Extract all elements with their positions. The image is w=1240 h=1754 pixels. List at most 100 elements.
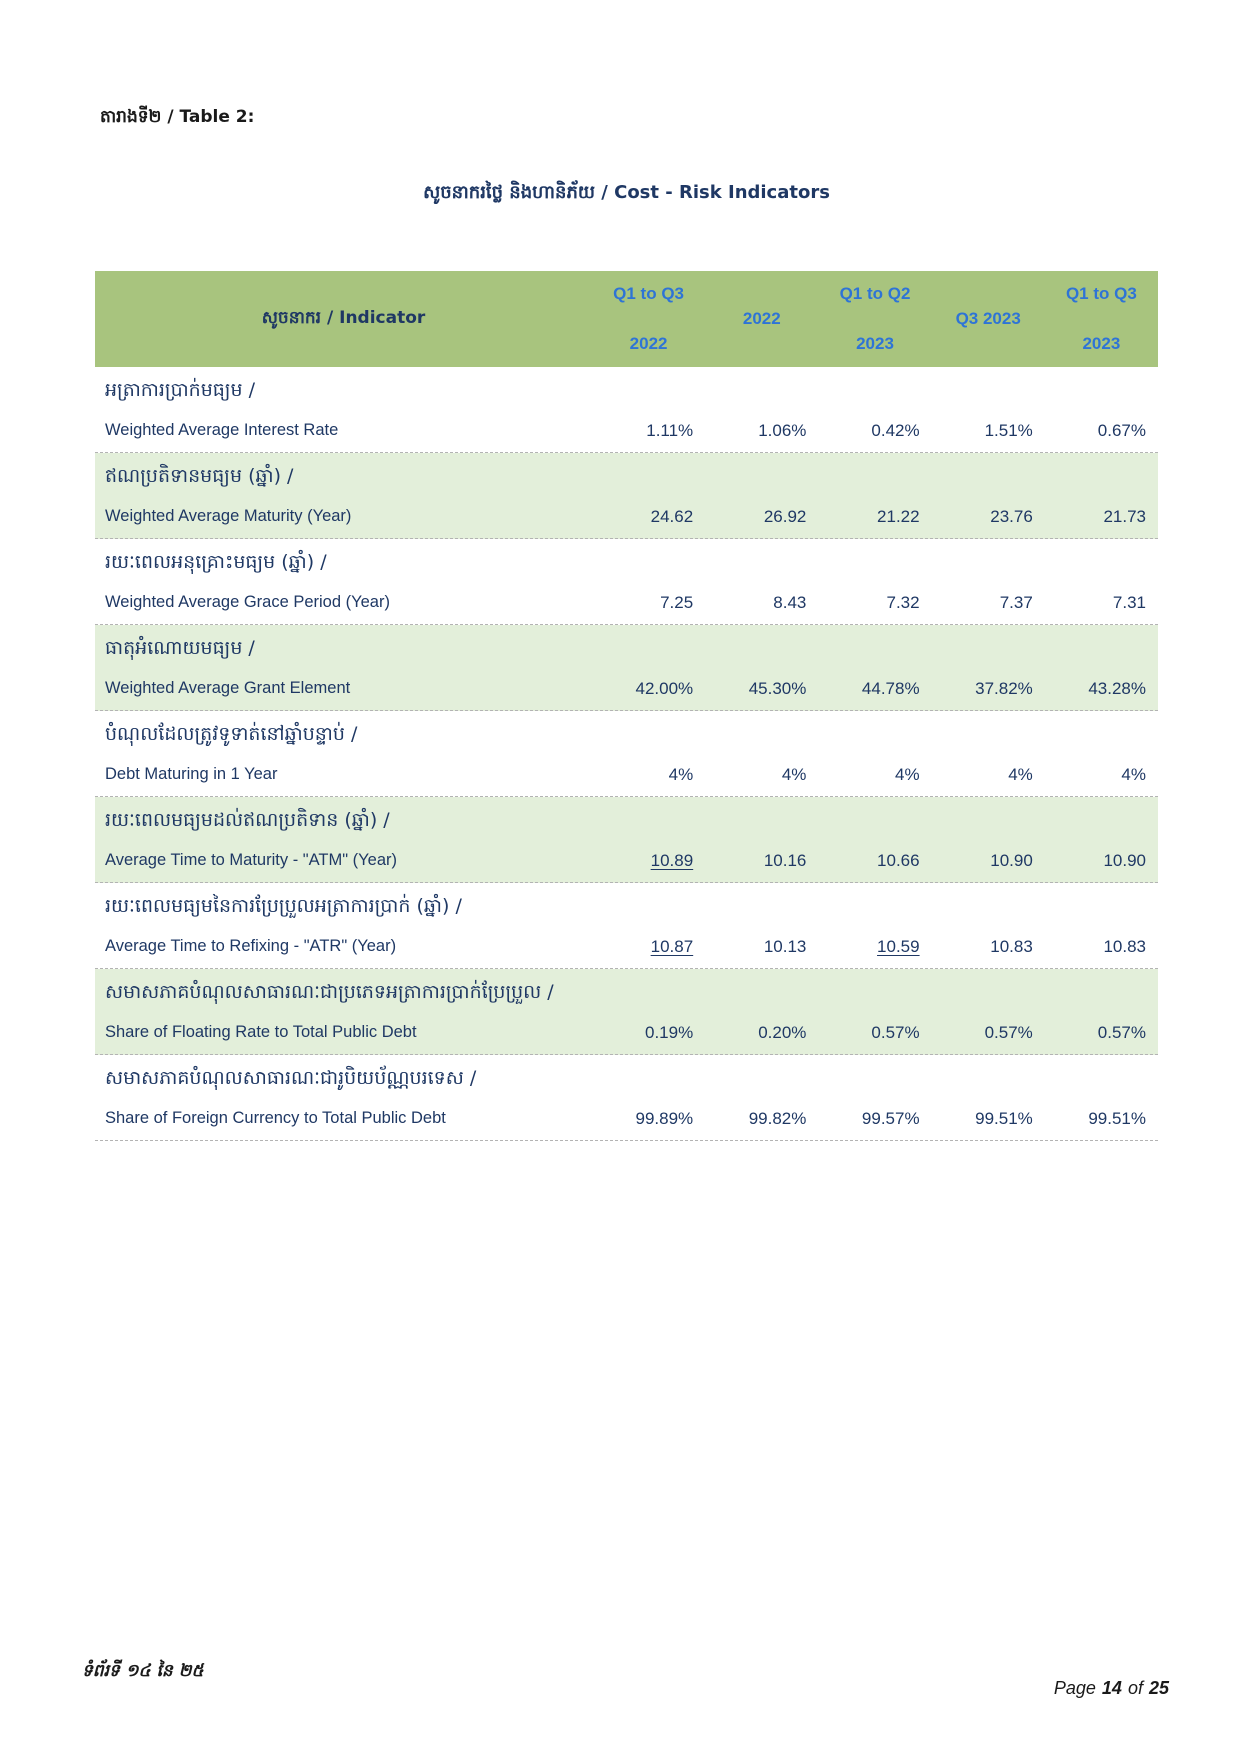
value-text: 99.51% [975, 1109, 1033, 1128]
value-text: 42.00% [635, 679, 694, 698]
value-text: 10.90 [1103, 851, 1146, 870]
value-cell: 7.31 [1045, 581, 1158, 617]
value-text: 99.82% [748, 1109, 807, 1128]
value-cell: 45.30% [705, 667, 818, 703]
value-text: 10.89 [650, 851, 694, 870]
value-cell: 10.90 [1045, 839, 1158, 875]
value-cell: 4% [592, 753, 705, 789]
column-header-q1q3-2022: Q1 to Q3 2022 [592, 271, 705, 367]
value-cell: 4% [932, 753, 1045, 789]
value-cell: 7.37 [932, 581, 1045, 617]
indicator-khmer-label: ឥណប្រតិទានមធ្យម (ឆ្នាំ) / [105, 465, 294, 487]
footer-khmer-page-number: ទំព័រទី ១៤ នៃ ២៥ [82, 1661, 204, 1681]
value-text: 21.73 [1103, 507, 1146, 526]
value-text: 0.42% [871, 421, 920, 440]
value-cell: 37.82% [932, 667, 1045, 703]
value-text: 99.89% [635, 1109, 694, 1128]
table-number-label: តារាងទី២ / Table 2: [100, 107, 255, 127]
footer-of-word: of [1127, 1678, 1143, 1698]
value-text: 0.57% [871, 1023, 920, 1042]
value-cell: 7.32 [818, 581, 931, 617]
column-header-line: Q3 2023 [955, 309, 1021, 328]
column-header-line: Q1 to Q2 [839, 284, 911, 303]
table-header-row: សូចនាករ / Indicator Q1 to Q3 2022 2022 Q… [95, 271, 1158, 367]
value-text: 4% [895, 765, 920, 784]
value-cell: 10.90 [932, 839, 1045, 875]
footer-total-pages: 25 [1148, 1678, 1169, 1698]
table-row: ធាតុអំណោយមធ្យម / Weighted Average Grant E… [95, 625, 1158, 711]
value-text: 1.51% [984, 421, 1033, 440]
table-row: បំណុលដែលត្រូវទូទាត់នៅឆ្នាំបន្ទាប់ / Debt … [95, 711, 1158, 797]
footer-page-value: 14 [1101, 1678, 1122, 1698]
column-header-line: 2022 [629, 334, 668, 353]
value-text: 0.20% [758, 1023, 807, 1042]
value-cell: 26.92 [705, 495, 818, 531]
indicator-khmer-label: រយៈពេលមធ្យមនៃការប្រែប្រួលអត្រាការប្រាក់ … [105, 895, 462, 917]
value-cell: 4% [1045, 753, 1158, 789]
value-cell: 0.57% [1045, 1011, 1158, 1047]
value-text: 4% [781, 765, 807, 784]
value-text: 99.57% [861, 1109, 920, 1128]
value-cell: 21.22 [818, 495, 931, 531]
indicator-khmer-label: សមាសភាគបំណុលសាធារណៈជាប្រភេទអត្រាការប្រាក… [105, 981, 554, 1003]
footer-page-number: Page 14 of 25 [1051, 1678, 1172, 1699]
table-body: អត្រាការប្រាក់មធ្យម / Weighted Average In… [95, 367, 1158, 1141]
table-title: សូចនាករថ្លៃ និងហានិភ័យ / Cost - Risk Ind… [423, 182, 830, 203]
indicator-english-label: Weighted Average Interest Rate [105, 421, 339, 439]
table-row: ឥណប្រតិទានមធ្យម (ឆ្នាំ) / Weighted Averag… [95, 453, 1158, 539]
value-cell: 4% [705, 753, 818, 789]
indicator-khmer-label: សមាសភាគបំណុលសាធារណៈជារូបិយប័ណ្ណបរទេស / [105, 1067, 477, 1089]
column-header-2022: 2022 [705, 271, 818, 367]
value-cell: 23.76 [932, 495, 1045, 531]
value-text: 4% [1008, 765, 1033, 784]
value-text: 26.92 [763, 507, 807, 526]
value-cell: 43.28% [1045, 667, 1158, 703]
value-text: 10.90 [990, 851, 1033, 870]
value-cell: 0.42% [818, 409, 931, 445]
table-row: អត្រាការប្រាក់មធ្យម / Weighted Average In… [95, 367, 1158, 453]
value-text: 7.37 [999, 593, 1033, 612]
column-header-line: 2022 [742, 309, 781, 328]
value-text: 21.22 [877, 507, 920, 526]
table-row: សមាសភាគបំណុលសាធារណៈជាប្រភេទអត្រាការប្រាក… [95, 969, 1158, 1055]
value-text: 45.30% [748, 679, 807, 698]
value-cell: 10.59 [818, 925, 931, 961]
value-text: 43.28% [1088, 679, 1146, 698]
value-cell: 21.73 [1045, 495, 1158, 531]
indicator-english-label: Weighted Average Grant Element [105, 679, 351, 697]
indicator-khmer-label: រយៈពេលមធ្យមដល់ឥណប្រតិទាន (ឆ្នាំ) / [105, 809, 390, 831]
value-text: 7.25 [660, 593, 694, 612]
value-text: 7.32 [886, 593, 920, 612]
value-text: 10.66 [877, 851, 920, 870]
value-cell: 99.57% [818, 1097, 931, 1133]
column-header-line: 2023 [1082, 334, 1121, 353]
value-cell: 24.62 [592, 495, 705, 531]
cost-risk-indicators-table: សូចនាករ / Indicator Q1 to Q3 2022 2022 Q… [95, 271, 1158, 1141]
column-header-indicator: សូចនាករ / Indicator [261, 307, 426, 328]
indicator-khmer-label: រយៈពេលអនុគ្រោះមធ្យម (ឆ្នាំ) / [105, 551, 327, 573]
column-header-q1q3-2023: Q1 to Q3 2023 [1045, 271, 1158, 367]
value-cell: 99.51% [932, 1097, 1045, 1133]
value-text: 0.67% [1097, 421, 1146, 440]
column-header-q1q2-2023: Q1 to Q2 2023 [818, 271, 931, 367]
value-text: 8.43 [773, 593, 807, 612]
table-row: សមាសភាគបំណុលសាធារណៈជារូបិយប័ណ្ណបរទេស / Sh… [95, 1055, 1158, 1141]
value-cell: 10.16 [705, 839, 818, 875]
value-cell: 1.51% [932, 409, 1045, 445]
footer-page-word: Page [1053, 1678, 1096, 1698]
column-header-line: Q1 to Q3 [1065, 284, 1137, 303]
value-cell: 0.20% [705, 1011, 818, 1047]
value-text: 10.16 [763, 851, 807, 870]
value-cell: 10.13 [705, 925, 818, 961]
indicator-khmer-label: បំណុលដែលត្រូវទូទាត់នៅឆ្នាំបន្ទាប់ / [105, 723, 358, 745]
value-cell: 10.89 [592, 839, 705, 875]
value-cell: 10.66 [818, 839, 931, 875]
column-header-line: Q1 to Q3 [613, 284, 685, 303]
indicator-english-label: Weighted Average Grace Period (Year) [105, 593, 390, 611]
value-cell: 99.51% [1045, 1097, 1158, 1133]
value-cell: 0.67% [1045, 409, 1158, 445]
column-header-line: 2023 [856, 334, 894, 353]
value-text: 10.87 [650, 937, 694, 956]
value-text: 4% [1121, 765, 1146, 784]
